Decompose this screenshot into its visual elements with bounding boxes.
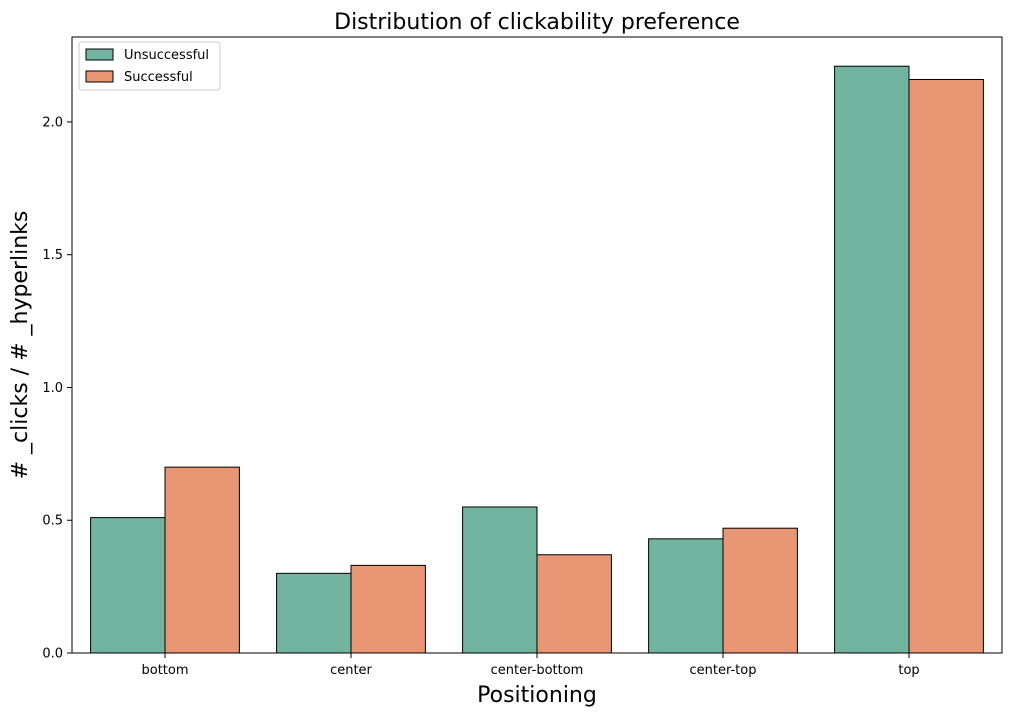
x-tick-label: center — [330, 663, 372, 678]
legend-frame — [78, 41, 221, 91]
x-tick-label: center-bottom — [491, 663, 584, 678]
x-tick-label: center-top — [690, 663, 757, 678]
legend-label-successful: Successful — [124, 70, 193, 85]
bar-center-bottom-unsuccessful — [462, 506, 538, 654]
x-tick-label: bottom — [141, 663, 188, 678]
bar-center-top-unsuccessful — [648, 538, 724, 654]
bar-center-top-successful — [722, 527, 798, 654]
bar-center-bottom-successful — [536, 554, 612, 654]
legend-swatch-successful — [85, 70, 114, 83]
bars-group — [90, 65, 984, 654]
x-tick-label: top — [898, 663, 919, 678]
bar-top-successful — [908, 78, 984, 654]
bar-top-unsuccessful — [834, 65, 910, 654]
y-ticks-group: 0.0 0.5 1.0 1.5 2.0 — [42, 115, 72, 662]
bar-center-successful — [350, 564, 426, 654]
chart-title: Distribution of clickability preference — [334, 10, 740, 35]
plot-frame — [71, 36, 1003, 654]
y-axis-label: # _clicks / # _hyperlinks — [8, 211, 33, 480]
x-axis-label: Positioning — [477, 683, 597, 708]
y-tick-label: 0.5 — [42, 514, 63, 529]
y-tick-label: 1.0 — [42, 381, 63, 396]
legend: Unsuccessful Successful — [78, 41, 221, 91]
x-ticks-group: bottom center center-bottom center-top top — [141, 653, 920, 678]
legend-swatch-unsuccessful — [85, 48, 114, 61]
bar-bottom-successful — [164, 466, 240, 654]
bar-center-unsuccessful — [276, 572, 352, 654]
y-tick-label: 0.0 — [42, 647, 63, 662]
bar-bottom-unsuccessful — [90, 517, 166, 654]
y-tick-label: 2.0 — [42, 115, 63, 130]
y-tick-label: 1.5 — [42, 248, 63, 263]
legend-label-unsuccessful: Unsuccessful — [124, 48, 209, 63]
